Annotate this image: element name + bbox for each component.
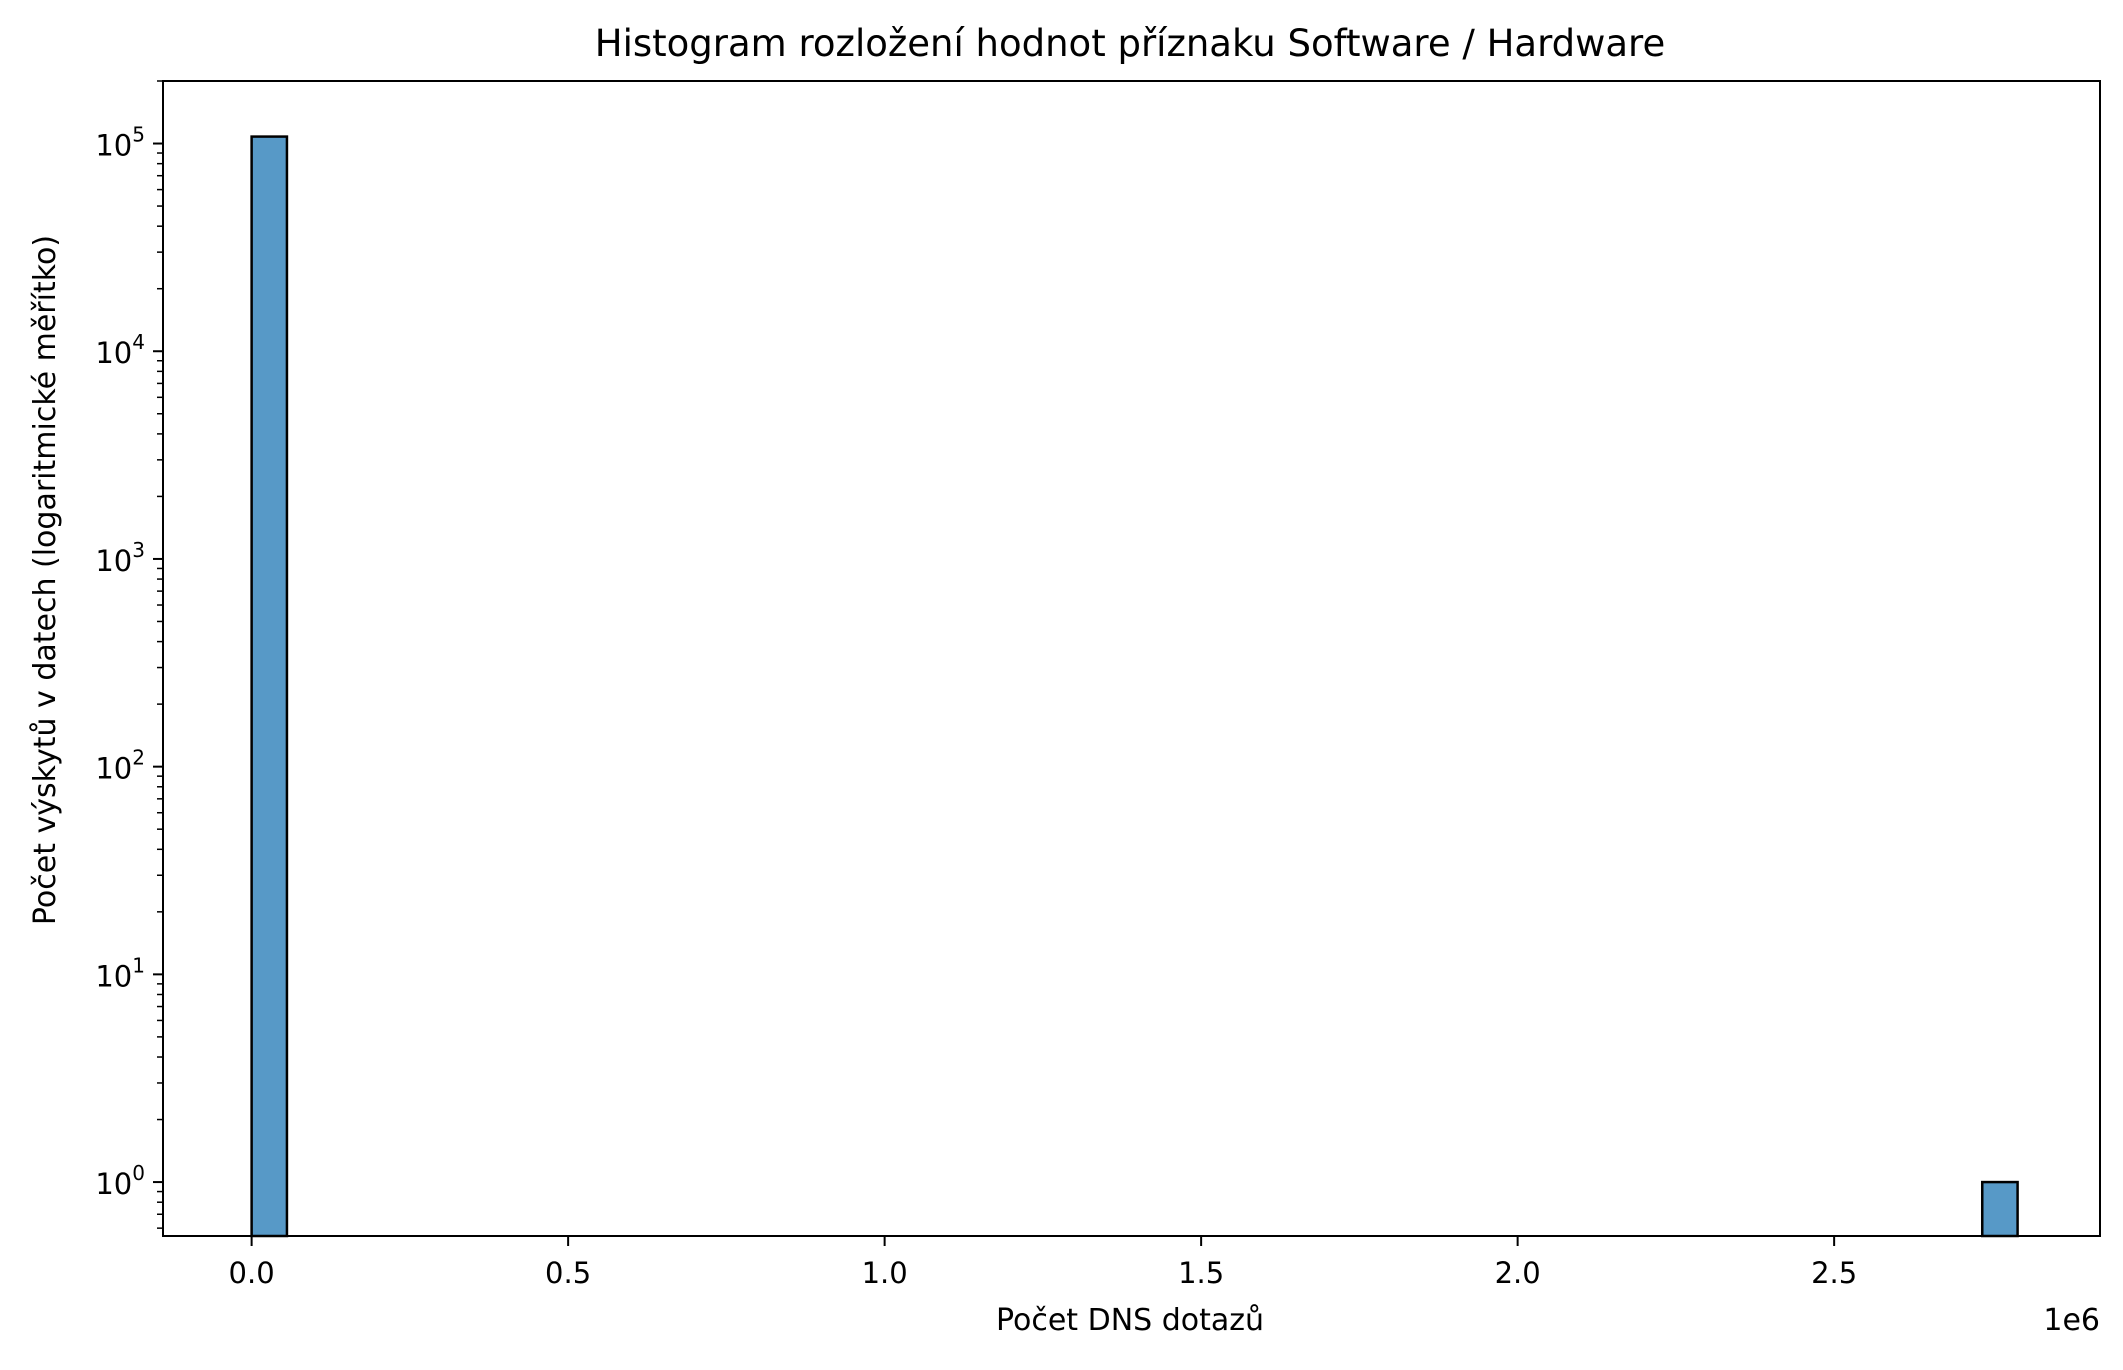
x-tick-label: 2.0 bbox=[1495, 1256, 1541, 1290]
x-tick-label: 0.0 bbox=[229, 1256, 275, 1290]
y-tick-label: 104 bbox=[95, 330, 145, 370]
x-axis-title: Počet DNS dotazů bbox=[996, 1303, 1264, 1338]
chart-title: Histogram rozložení hodnot příznaku Soft… bbox=[595, 22, 1665, 65]
bars-layer bbox=[250, 135, 2019, 1238]
y-tick-label: 100 bbox=[95, 1161, 145, 1201]
y-tick-label: 102 bbox=[95, 746, 145, 786]
x-tick-label: 0.5 bbox=[545, 1256, 591, 1290]
plot-area-frame bbox=[162, 80, 2101, 1237]
y-axis-title: Počet výskytů v datech (logaritmické měř… bbox=[28, 235, 63, 925]
x-tick-label: 2.5 bbox=[1811, 1256, 1857, 1290]
histogram-bar-1 bbox=[250, 135, 289, 1238]
y-tick-label: 101 bbox=[95, 953, 145, 993]
histogram-bar-2 bbox=[1981, 1180, 2019, 1238]
ticks-layer: 0.0 0.5 1.0 1.5 2.0 2.5 100 101 102 103 104 105 bbox=[95, 80, 1857, 1290]
y-tick-label: 105 bbox=[95, 123, 145, 163]
x-axis-offset-label: 1e6 bbox=[2043, 1303, 2100, 1338]
x-tick-label: 1.0 bbox=[862, 1256, 908, 1290]
y-tick-label: 103 bbox=[95, 538, 145, 578]
x-tick-label: 1.5 bbox=[1178, 1256, 1224, 1290]
